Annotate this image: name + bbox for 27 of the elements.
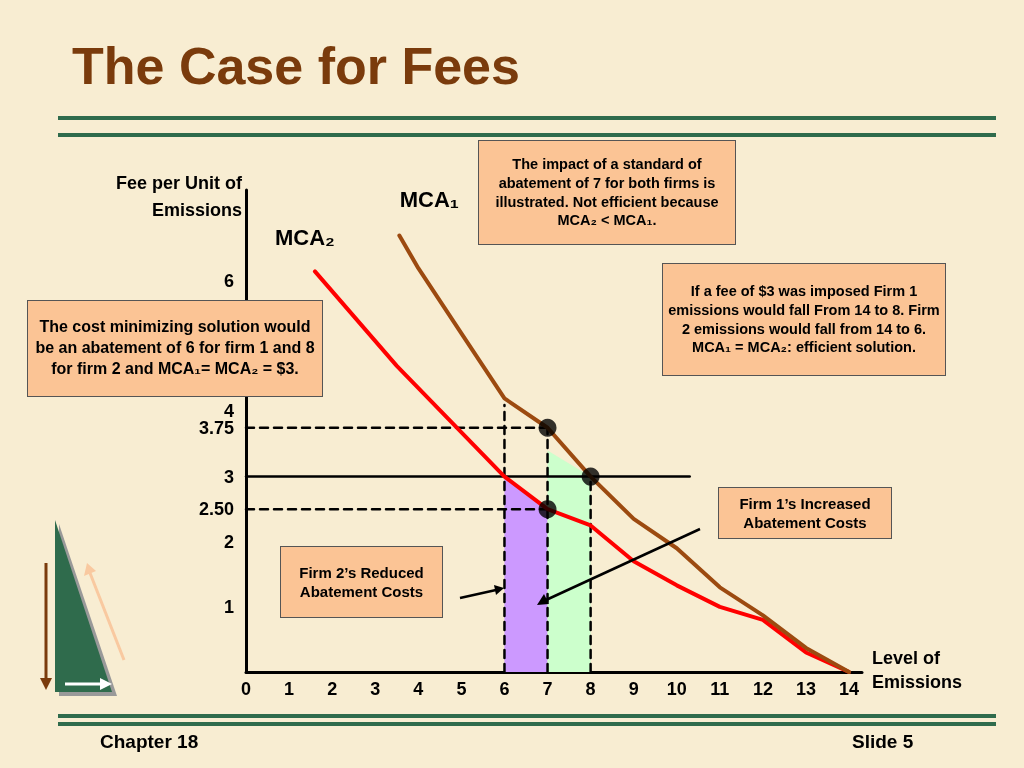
y-tick-label: 1 <box>223 596 234 617</box>
x-tick-label: 11 <box>710 679 730 699</box>
x-tick-label: 2 <box>327 679 338 699</box>
series-label: MCA₁ <box>399 187 459 213</box>
x-tick-label: 4 <box>413 679 424 699</box>
y-tick-label: 2 <box>223 531 234 552</box>
x-tick-label: 5 <box>456 679 467 699</box>
series-label: MCA₂ <box>274 224 335 250</box>
x-tick-label: 8 <box>585 679 596 699</box>
y-tick-label: 2.50 <box>198 499 234 520</box>
x-tick-label: 7 <box>542 679 553 699</box>
x-axis-title: Level of Emissions <box>872 647 964 694</box>
x-tick-label: 14 <box>839 679 860 699</box>
x-tick-label: 13 <box>795 679 817 699</box>
x-tick-label: 12 <box>752 679 773 699</box>
y-tick-label: 6 <box>223 271 234 292</box>
x-tick-label: 6 <box>499 679 510 699</box>
y-tick-label: 3 <box>223 466 234 487</box>
text: Slide 5 <box>852 731 914 753</box>
x-tick-label: 3 <box>370 679 381 699</box>
text: Chapter 18 <box>100 731 199 753</box>
y-axis-title: Fee per Unit of Emissions <box>115 172 242 222</box>
chart-title: The Case for Fees <box>72 36 520 96</box>
x-tick-label: 10 <box>666 679 687 699</box>
x-tick-label: 1 <box>284 679 295 699</box>
x-tick-label: 9 <box>628 679 639 699</box>
x-tick-label: 0 <box>240 679 252 699</box>
